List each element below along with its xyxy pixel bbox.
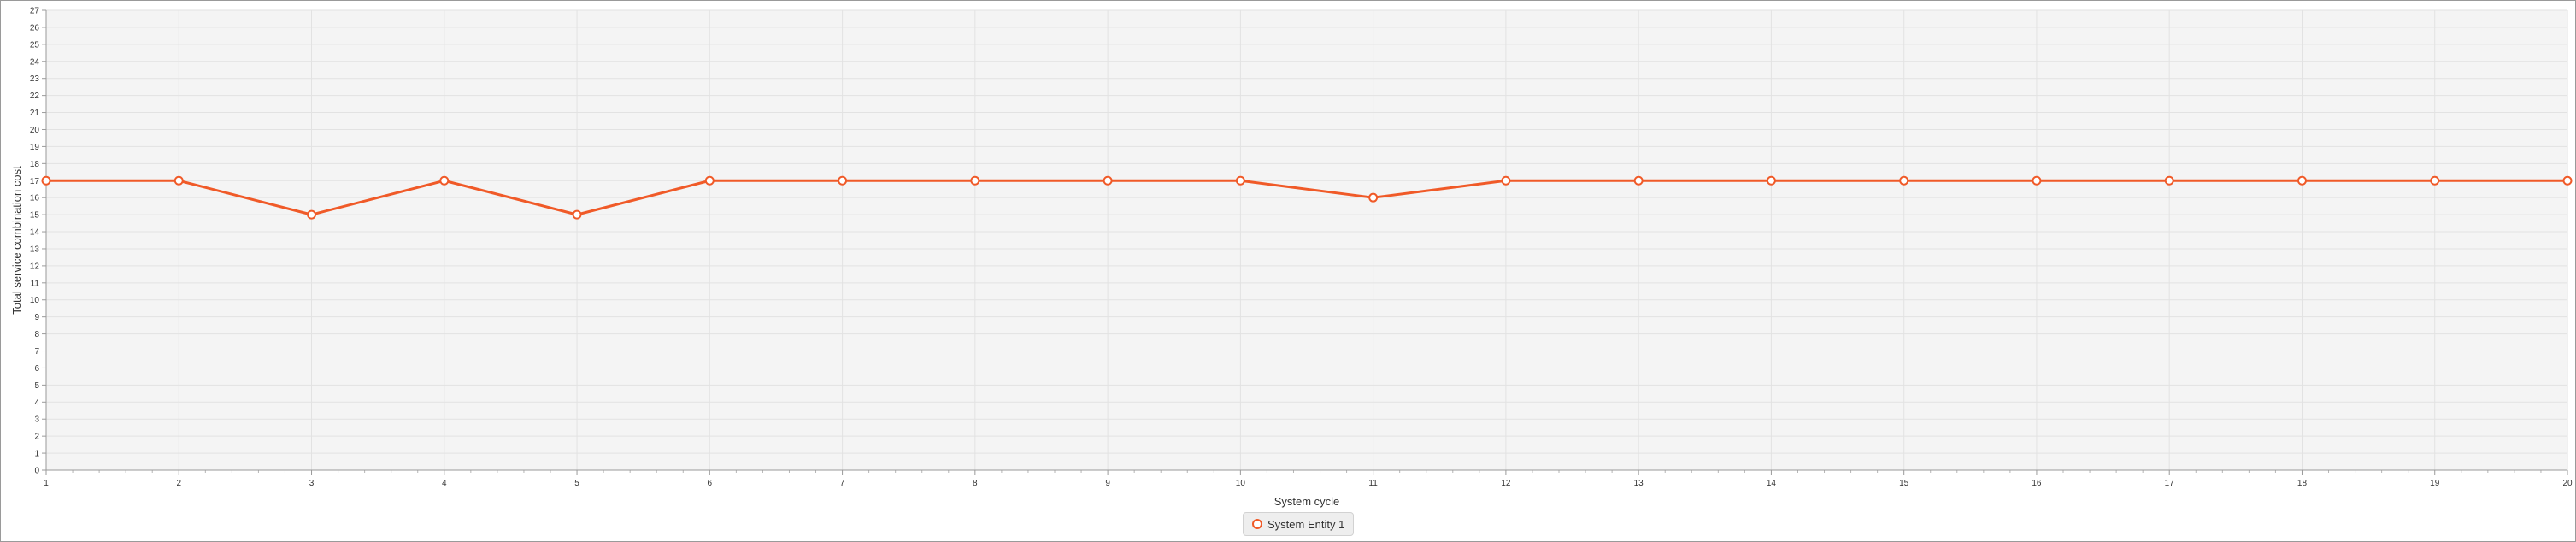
data-point — [1235, 175, 1245, 186]
y-tick-label: 18 — [30, 160, 40, 169]
data-point — [2562, 175, 2573, 186]
legend-marker-icon — [1252, 519, 1262, 529]
y-tick-label: 22 — [30, 91, 40, 101]
data-point — [1501, 175, 1511, 186]
x-tick-label: 6 — [708, 479, 713, 488]
axes — [42, 9, 2568, 475]
x-axis-label: System cycle — [1274, 495, 1340, 508]
x-tick-label: 4 — [442, 479, 447, 488]
x-tick-label: 9 — [1105, 479, 1110, 488]
y-tick-label: 12 — [30, 262, 40, 271]
data-point — [1633, 175, 1644, 186]
x-tick-label: 12 — [1501, 479, 1511, 488]
data-point — [572, 209, 582, 220]
legend[interactable]: System Entity 1 — [1243, 512, 1355, 536]
x-tick-label: 16 — [2032, 479, 2042, 488]
y-tick-label: 13 — [30, 244, 40, 254]
y-tick-label: 10 — [30, 296, 40, 305]
y-tick-label: 24 — [30, 57, 40, 67]
x-tick-label: 1 — [44, 479, 49, 488]
data-point — [2032, 175, 2042, 186]
x-tick-label: 11 — [1368, 479, 1378, 488]
series-line — [46, 179, 2567, 216]
data-point — [1766, 175, 1776, 186]
y-tick-label: 6 — [34, 364, 39, 374]
x-tick-label: 18 — [2297, 479, 2308, 488]
y-tick-label: 23 — [30, 74, 40, 84]
y-tick-label: 14 — [30, 228, 40, 238]
y-tick-label: 16 — [30, 194, 40, 203]
y-tick-label: 0 — [34, 467, 39, 476]
x-tick-label: 19 — [2430, 479, 2440, 488]
y-tick-label: 1 — [34, 450, 39, 459]
data-point — [173, 175, 184, 186]
y-tick-label: 2 — [34, 433, 39, 442]
x-tick-label: 2 — [176, 479, 181, 488]
x-tick-label: 20 — [2562, 479, 2573, 488]
data-point — [307, 209, 317, 220]
y-tick-label: 20 — [30, 126, 40, 135]
plot-background — [46, 10, 2567, 470]
y-tick-label: 5 — [34, 381, 39, 391]
y-tick-label: 25 — [30, 40, 40, 50]
data-point — [970, 175, 980, 186]
data-point — [41, 175, 51, 186]
series-layer — [41, 175, 2573, 220]
y-tick-label: 11 — [31, 279, 40, 288]
data-point — [2430, 175, 2440, 186]
x-tick-label: 7 — [840, 479, 845, 488]
y-tick-label: 4 — [34, 398, 39, 408]
y-tick-label: 8 — [34, 330, 39, 339]
y-tick-label: 3 — [34, 415, 39, 425]
data-point — [2297, 175, 2307, 186]
x-tick-label: 14 — [1767, 479, 1777, 488]
y-tick-label: 21 — [30, 109, 40, 118]
y-axis-label: Total service combination cost — [10, 166, 23, 315]
y-tick-label: 17 — [30, 177, 40, 186]
x-tick-label: 17 — [2165, 479, 2175, 488]
data-point — [1103, 175, 1113, 186]
y-tick-label: 15 — [30, 211, 40, 221]
data-point — [2164, 175, 2174, 186]
data-point — [704, 175, 715, 186]
data-point — [1368, 192, 1379, 203]
y-tick-label: 19 — [30, 143, 40, 152]
x-tick-label: 13 — [1634, 479, 1644, 488]
y-tick-label: 27 — [30, 7, 40, 16]
x-tick-label: 3 — [309, 479, 315, 488]
y-tick-label: 9 — [34, 313, 39, 322]
tick-labels: 0123456789101112131415161718192021222324… — [30, 7, 2573, 489]
legend-entry-label: System Entity 1 — [1267, 517, 1345, 531]
x-tick-label: 15 — [1899, 479, 1909, 488]
x-tick-label: 5 — [574, 479, 579, 488]
y-tick-label: 26 — [30, 23, 40, 32]
data-point — [439, 175, 450, 186]
x-tick-label: 10 — [1236, 479, 1246, 488]
data-point — [838, 175, 848, 186]
data-point — [1899, 175, 1909, 186]
y-tick-label: 7 — [34, 347, 39, 356]
x-tick-label: 8 — [973, 479, 978, 488]
